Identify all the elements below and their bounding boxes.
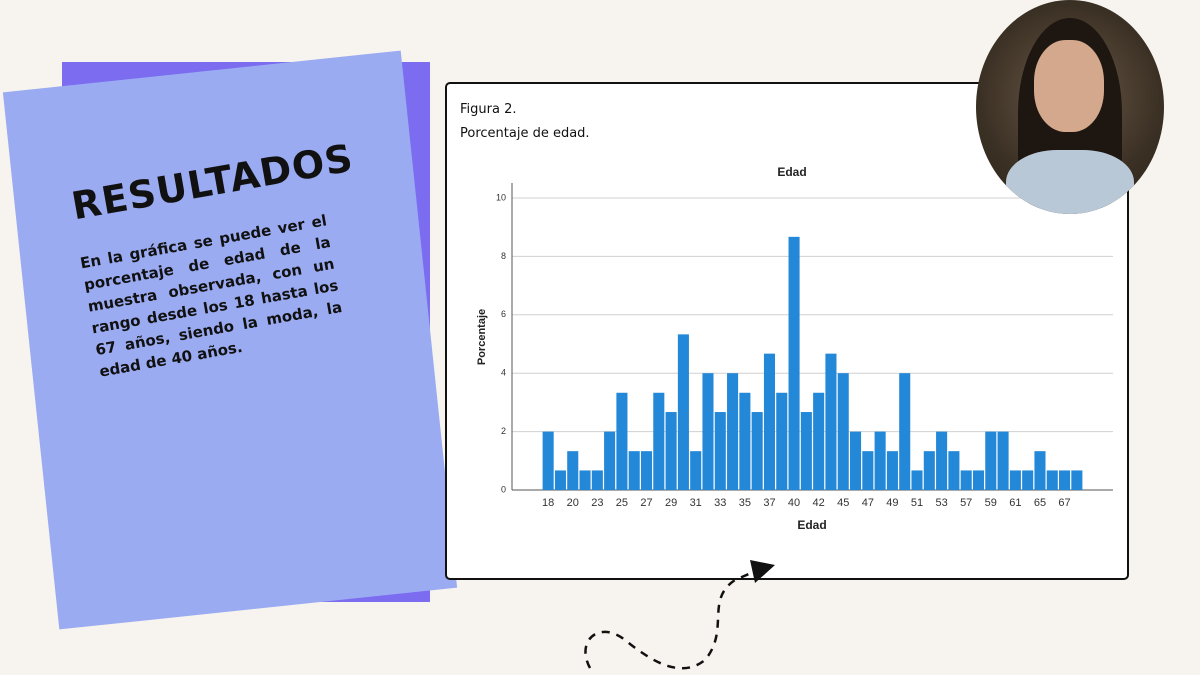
figure-caption: Porcentaje de edad. <box>460 126 590 141</box>
arrow-head <box>750 560 775 583</box>
y-tick-label: 10 <box>496 192 506 202</box>
x-tick-label: 65 <box>1034 497 1046 509</box>
x-tick-label: 37 <box>763 497 775 509</box>
shirt <box>1006 150 1134 214</box>
bar <box>1071 470 1083 490</box>
bar <box>911 470 923 490</box>
chart-title: Edad <box>777 165 806 179</box>
x-tick-label: 61 <box>1009 497 1021 509</box>
x-tick-label: 33 <box>714 497 726 509</box>
bar <box>813 392 825 490</box>
bar <box>677 334 689 490</box>
x-tick-label: 25 <box>616 497 628 509</box>
bar <box>1059 470 1071 490</box>
x-tick-label: 23 <box>591 497 603 509</box>
x-tick-label: 51 <box>911 497 923 509</box>
webcam <box>976 0 1164 214</box>
bar <box>800 412 812 490</box>
x-tick-label: 49 <box>886 497 898 509</box>
x-tick-label: 67 <box>1058 497 1070 509</box>
x-axis-label: Edad <box>797 518 826 532</box>
bar <box>886 451 898 490</box>
bar <box>628 451 640 490</box>
x-tick-label: 29 <box>665 497 677 509</box>
bar <box>874 431 886 490</box>
bar <box>579 470 591 490</box>
bar <box>1022 470 1034 490</box>
bar <box>567 451 579 490</box>
bar <box>640 451 653 490</box>
bar <box>776 392 788 490</box>
y-tick-label: 8 <box>501 251 506 261</box>
bar <box>653 392 665 490</box>
bar <box>604 431 616 490</box>
bar <box>739 392 751 490</box>
x-tick-label: 42 <box>813 497 825 509</box>
bar <box>850 431 862 490</box>
y-tick-label: 6 <box>501 309 506 319</box>
bar <box>665 412 677 490</box>
bar <box>1009 470 1021 490</box>
y-axis-label: Porcentaje <box>476 309 488 365</box>
bar <box>997 431 1009 490</box>
figure-text: Figura 2. Porcentaje de edad. <box>460 98 590 146</box>
bar <box>899 373 911 490</box>
dashed-arrow <box>584 568 759 670</box>
bar <box>714 412 726 490</box>
bar <box>1046 470 1058 490</box>
x-tick-label: 31 <box>690 497 702 509</box>
bar <box>542 431 554 490</box>
bar <box>751 412 763 490</box>
x-tick-label: 47 <box>862 497 874 509</box>
x-tick-label: 40 <box>788 497 800 509</box>
bar <box>1034 451 1046 490</box>
x-tick-label: 45 <box>837 497 849 509</box>
bar <box>862 451 874 490</box>
y-tick-label: 2 <box>501 426 506 436</box>
bar <box>702 373 714 490</box>
y-tick-label: 0 <box>501 484 506 494</box>
bar <box>591 470 603 490</box>
figure-label: Figura 2. <box>460 102 517 117</box>
bar <box>936 431 948 490</box>
face <box>1034 40 1104 132</box>
x-tick-label: 18 <box>542 497 554 509</box>
x-tick-label: 20 <box>567 497 579 509</box>
x-tick-label: 57 <box>960 497 972 509</box>
bar <box>837 373 849 490</box>
bar <box>972 470 985 490</box>
bar <box>923 451 935 490</box>
bar <box>616 392 628 490</box>
bar <box>763 353 775 490</box>
bar <box>960 470 972 490</box>
y-tick-label: 4 <box>501 368 506 378</box>
bar <box>727 373 739 490</box>
bar <box>788 236 800 490</box>
x-tick-label: 35 <box>739 497 751 509</box>
bar <box>690 451 702 490</box>
bar <box>825 353 837 490</box>
bar <box>948 451 960 490</box>
x-tick-label: 53 <box>935 497 947 509</box>
x-tick-label: 27 <box>640 497 652 509</box>
x-tick-label: 59 <box>985 497 997 509</box>
bar <box>554 470 566 490</box>
bar <box>985 431 997 490</box>
